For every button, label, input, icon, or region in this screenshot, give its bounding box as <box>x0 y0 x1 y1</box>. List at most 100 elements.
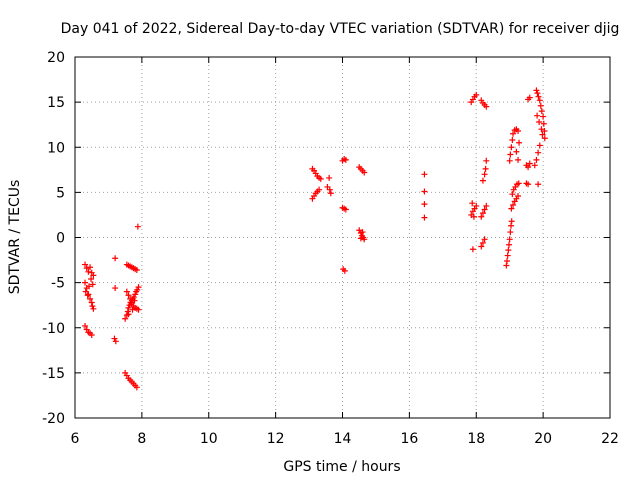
y-tick-labels: -20 -15 -10 -5 0 5 10 15 20 <box>42 50 65 427</box>
data-point <box>507 151 514 158</box>
data-point <box>134 286 141 293</box>
data-point <box>342 206 349 213</box>
data-point <box>127 295 134 302</box>
data-point <box>82 288 89 295</box>
data-point <box>123 288 130 295</box>
data-point <box>132 291 139 298</box>
x-tick-label: 14 <box>334 431 352 447</box>
data-point <box>421 188 428 195</box>
data-point <box>317 175 324 182</box>
data-point <box>541 135 548 142</box>
data-point <box>513 148 520 155</box>
x-tick-label: 16 <box>400 431 418 447</box>
y-axis-title: SDTVAR / TECUs <box>7 180 23 295</box>
x-tick-label: 8 <box>137 431 146 447</box>
data-point <box>533 156 540 163</box>
data-point <box>510 130 517 137</box>
data-point <box>341 267 348 274</box>
data-point <box>508 205 515 212</box>
data-point <box>504 252 511 259</box>
data-point <box>473 202 480 209</box>
data-point <box>539 131 546 138</box>
data-point <box>533 87 540 94</box>
chart-title: Day 041 of 2022, Sidereal Day-to-day VTE… <box>61 21 620 37</box>
data-point <box>505 247 512 254</box>
data-point <box>111 335 118 342</box>
data-point <box>503 262 510 269</box>
data-point <box>536 97 543 104</box>
y-tick-label: -10 <box>42 321 65 337</box>
data-point <box>85 268 92 275</box>
data-point <box>421 214 428 221</box>
data-point <box>112 255 119 262</box>
data-point <box>481 206 488 213</box>
y-tick-label: -20 <box>42 411 65 427</box>
data-point <box>481 236 488 243</box>
data-point <box>316 186 323 193</box>
data-point <box>515 192 522 199</box>
x-tick-label: 10 <box>200 431 218 447</box>
data-point <box>342 156 349 163</box>
y-tick-label: 0 <box>56 231 65 247</box>
plot-frame <box>74 56 611 419</box>
data-point <box>479 177 486 184</box>
data-point <box>483 202 490 209</box>
x-tick-label: 18 <box>467 431 485 447</box>
data-point <box>83 265 90 272</box>
data-point <box>535 93 542 100</box>
x-tick-label: 12 <box>267 431 285 447</box>
data-point <box>133 266 140 273</box>
data-point <box>536 118 543 125</box>
data-point <box>478 243 485 250</box>
data-point <box>479 210 486 217</box>
data-point <box>131 297 138 304</box>
data-point <box>508 222 515 229</box>
data-point <box>129 306 136 313</box>
data-point <box>135 306 142 313</box>
data-point <box>504 257 511 264</box>
y-tick-label: 10 <box>47 140 65 156</box>
data-point <box>84 292 91 299</box>
data-point <box>470 213 477 220</box>
data-point <box>534 112 541 119</box>
data-point <box>526 160 533 167</box>
data-point <box>112 285 119 292</box>
x-tick-label: 20 <box>534 431 552 447</box>
data-point <box>357 235 364 242</box>
data-point <box>112 338 119 345</box>
data-point <box>327 190 334 197</box>
data-point <box>479 239 486 246</box>
data-point <box>326 186 333 193</box>
data-point <box>531 162 538 169</box>
data-point <box>541 128 548 135</box>
data-point <box>125 311 132 318</box>
data-point <box>421 201 428 208</box>
data-points <box>82 87 548 391</box>
data-point <box>537 102 544 109</box>
data-point <box>473 91 480 98</box>
data-point <box>506 157 513 164</box>
x-tick-labels: 6 8 10 12 14 16 18 20 22 <box>71 431 619 447</box>
data-point <box>506 241 513 248</box>
data-point <box>359 229 366 236</box>
data-point <box>535 181 542 188</box>
data-point <box>508 218 515 225</box>
data-point <box>89 303 96 310</box>
data-point <box>361 236 368 243</box>
data-point <box>88 276 95 283</box>
data-point <box>525 164 532 171</box>
y-tick-label: -15 <box>42 366 65 382</box>
y-tick-label: -5 <box>51 276 65 292</box>
data-point <box>510 202 517 209</box>
data-point <box>326 174 333 181</box>
data-point <box>483 157 490 164</box>
data-point <box>516 139 523 146</box>
data-point <box>82 261 89 268</box>
data-point <box>87 264 94 271</box>
data-point <box>87 295 94 302</box>
data-point <box>130 294 137 301</box>
data-point <box>469 246 476 253</box>
grid <box>75 57 610 418</box>
data-point <box>540 120 547 127</box>
